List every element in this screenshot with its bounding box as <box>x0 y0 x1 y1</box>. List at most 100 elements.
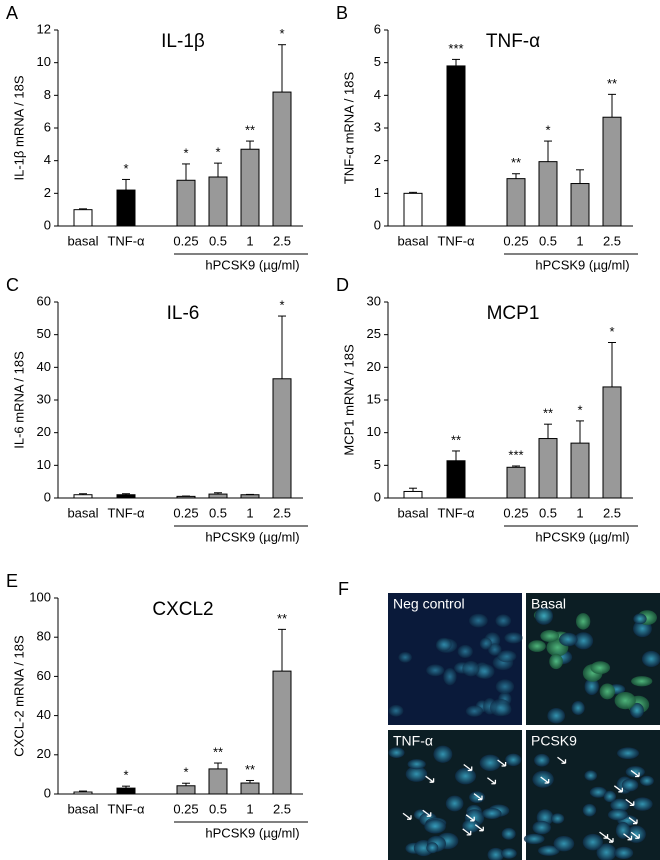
arrow <box>630 831 640 839</box>
bar <box>446 460 466 499</box>
significance: ** <box>511 155 521 170</box>
bar <box>208 768 228 795</box>
x-tick-label: TNF-α <box>437 505 475 520</box>
arrow <box>630 769 640 778</box>
cell-nucleus <box>632 797 653 811</box>
x-tick-label: 1 <box>246 505 253 520</box>
x-tick-label: 2.5 <box>603 505 621 520</box>
cell-nucleus <box>575 613 591 630</box>
x-tick-label: 0.5 <box>209 233 227 248</box>
x-tick-label: 0.25 <box>503 233 528 248</box>
y-tick-label: 0 <box>44 785 51 800</box>
cell-nucleus <box>550 813 565 824</box>
x-tick-label: TNF-α <box>437 233 475 248</box>
cell-nucleus <box>538 845 560 856</box>
cell-nucleus <box>528 640 546 652</box>
y-tick-label: 10 <box>367 424 381 439</box>
significance: * <box>123 768 128 783</box>
arrow <box>628 817 638 825</box>
y-tick-label: 30 <box>37 391 51 406</box>
significance: *** <box>508 447 523 462</box>
cell-nucleus <box>614 691 636 710</box>
x-tick-label: 0.5 <box>539 233 557 248</box>
cell-nucleus <box>614 846 634 860</box>
x-tick-label: 0.25 <box>173 801 198 816</box>
arrow <box>425 775 435 783</box>
cell-nucleus <box>436 637 452 652</box>
cell-nucleus <box>621 778 639 792</box>
micrograph-label: Basal <box>531 596 566 612</box>
cell-nucleus <box>501 848 517 859</box>
bar <box>116 189 136 227</box>
micrograph-label: Neg control <box>393 596 465 612</box>
bar <box>446 65 466 227</box>
cell-nucleus <box>433 745 453 763</box>
x-tick-label: basal <box>397 505 428 520</box>
cell-nucleus <box>455 767 477 785</box>
cell-nucleus <box>426 842 439 854</box>
y-tick-label: 60 <box>37 668 51 683</box>
x-tick-label: 0.25 <box>503 505 528 520</box>
y-tick-label: 5 <box>374 54 381 69</box>
significance: * <box>183 145 188 160</box>
cell-nucleus <box>599 683 616 700</box>
y-axis-label: IL-6 mRNA / 18S <box>11 351 26 449</box>
significance: * <box>279 297 284 312</box>
bar <box>176 179 196 227</box>
significance: ** <box>245 123 255 138</box>
cell-nucleus <box>468 613 488 628</box>
group-label: hPCSK9 (µg/ml) <box>205 529 299 544</box>
bar <box>538 438 558 499</box>
micrograph-panel: F Neg control Basal TNF-α PCSK9 <box>338 579 660 860</box>
y-tick-label: 100 <box>29 589 51 604</box>
cell-nucleus <box>465 705 483 717</box>
bar <box>208 176 228 227</box>
cell-nucleus <box>504 632 523 644</box>
x-tick-label: 2.5 <box>603 233 621 248</box>
y-tick-label: 30 <box>367 293 381 308</box>
micrograph-label: TNF-α <box>393 733 433 749</box>
bar <box>570 442 590 499</box>
significance: ** <box>451 432 461 447</box>
y-tick-label: 5 <box>374 457 381 472</box>
y-tick-label: 3 <box>374 119 381 134</box>
bar <box>602 116 622 227</box>
cell-nucleus <box>603 790 617 803</box>
cell-nucleus <box>501 827 516 840</box>
significance: ** <box>543 406 553 421</box>
arrow <box>422 809 432 817</box>
panel-letter: C <box>6 275 19 295</box>
cell-nucleus <box>495 614 512 628</box>
bar <box>240 148 260 227</box>
arrow <box>474 824 484 832</box>
y-tick-label: 25 <box>367 326 381 341</box>
cell-nucleus <box>534 753 550 767</box>
cell-nucleus <box>398 651 412 663</box>
y-tick-label: 40 <box>37 359 51 374</box>
y-tick-label: 0 <box>374 217 381 232</box>
significance: ** <box>213 744 223 759</box>
y-tick-label: 40 <box>37 707 51 722</box>
bar <box>73 494 93 499</box>
cell-nucleus <box>497 650 517 663</box>
panel-letter: D <box>336 275 349 295</box>
y-tick-label: 1 <box>374 185 381 200</box>
cell-nucleus <box>573 632 594 650</box>
significance: ** <box>277 611 287 626</box>
bar <box>538 161 558 227</box>
cell-nucleus <box>629 702 644 719</box>
cell-nucleus <box>426 664 445 677</box>
cell-nucleus <box>540 630 560 643</box>
cell-nucleus <box>487 847 504 860</box>
panel-letter: F <box>338 579 349 599</box>
arrow <box>465 814 475 822</box>
cell-nucleus <box>590 661 611 675</box>
x-tick-label: 0.5 <box>209 505 227 520</box>
panel-letter: B <box>336 3 348 23</box>
x-tick-label: basal <box>67 233 98 248</box>
cell-nucleus <box>475 663 495 680</box>
significance: * <box>279 26 284 41</box>
y-tick-label: 80 <box>37 629 51 644</box>
bar <box>403 490 423 499</box>
x-tick-label: TNF-α <box>107 801 145 816</box>
